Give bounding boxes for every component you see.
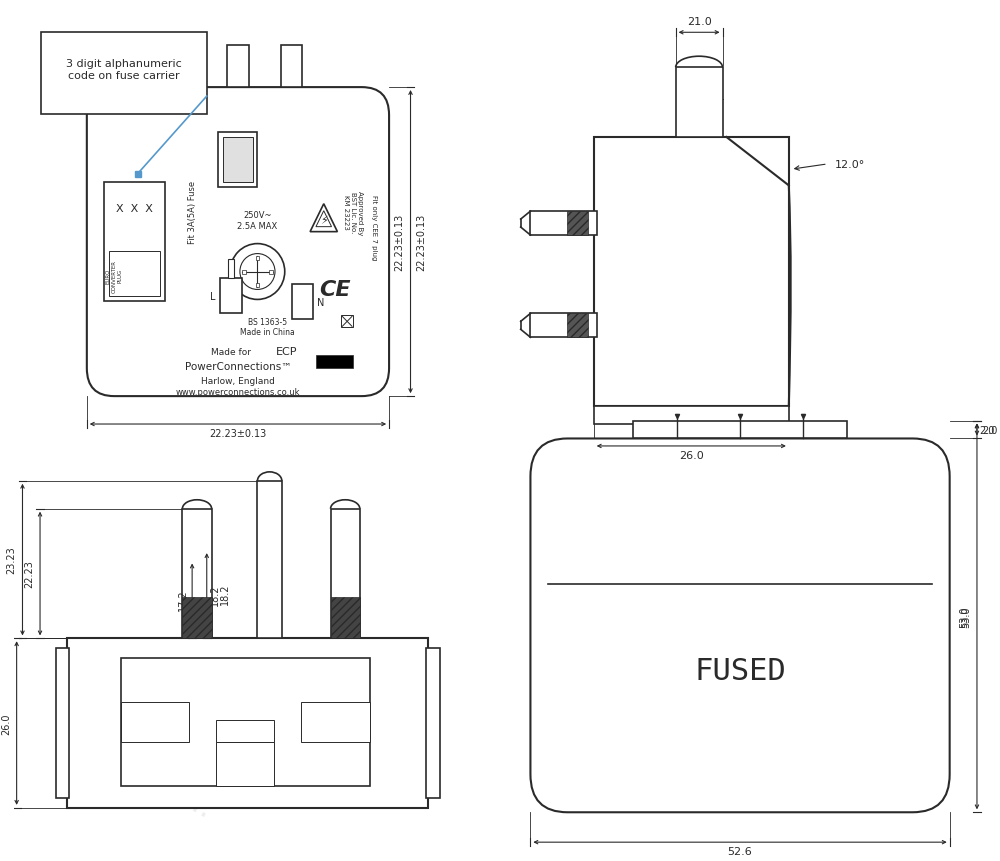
Text: 250V~
2.5A MAX: 250V~ 2.5A MAX	[237, 211, 278, 231]
Bar	[216, 720, 274, 742]
Text: 22.23±0.13: 22.23±0.13	[416, 214, 426, 271]
Text: 3 digit alphanumeric
code on fuse carrier: 3 digit alphanumeric code on fuse carrie…	[66, 59, 182, 81]
Bar	[633, 421, 847, 439]
Bar	[227, 46, 249, 88]
Text: ⚡: ⚡	[320, 215, 328, 226]
Bar	[594, 406, 789, 424]
Bar	[228, 259, 234, 279]
Bar	[567, 314, 588, 338]
Bar	[269, 270, 273, 274]
Text: 52.6: 52.6	[728, 846, 752, 856]
Text: BS 1363-5
Made in China: BS 1363-5 Made in China	[240, 317, 295, 337]
Bar	[567, 212, 588, 236]
Bar	[56, 648, 69, 798]
Text: 26.0: 26.0	[679, 450, 704, 461]
Bar	[256, 284, 259, 288]
Bar	[223, 138, 253, 183]
Bar	[121, 703, 189, 742]
Text: 22.23: 22.23	[24, 560, 34, 588]
Text: FUSED: FUSED	[694, 656, 786, 685]
Text: 21.0: 21.0	[687, 17, 711, 28]
Text: PowerConnections™: PowerConnections™	[185, 362, 291, 372]
Text: X  X  X: X X X	[116, 204, 153, 214]
Bar	[316, 356, 353, 369]
Text: 18.2: 18.2	[210, 584, 220, 605]
Text: www.powerconnections.co.uk: www.powerconnections.co.uk	[176, 387, 300, 396]
Bar	[292, 285, 313, 320]
Bar	[41, 34, 207, 115]
Bar	[109, 251, 160, 297]
Text: 2.0: 2.0	[982, 425, 997, 435]
Text: N: N	[317, 298, 325, 308]
Bar	[104, 183, 165, 302]
Bar	[341, 316, 353, 328]
Bar	[121, 659, 370, 786]
Text: 23.23: 23.23	[7, 546, 17, 573]
Bar	[256, 257, 259, 260]
Text: EURO
CONVERTER
PLUG: EURO CONVERTER PLUG	[106, 259, 122, 292]
Text: CE: CE	[320, 280, 351, 300]
Bar	[530, 212, 597, 236]
Text: Approved By
BST Lic. No.
KM 23223: Approved By BST Lic. No. KM 23223	[343, 190, 363, 234]
Bar	[281, 46, 302, 88]
Bar	[257, 481, 282, 639]
FancyBboxPatch shape	[87, 88, 389, 397]
Text: Made for: Made for	[211, 347, 251, 356]
Bar	[594, 138, 789, 406]
Text: Unce...: Unce...	[112, 746, 218, 824]
Bar	[220, 279, 242, 314]
Bar	[182, 598, 212, 639]
Text: 26.0: 26.0	[1, 712, 11, 734]
Text: 22.23±0.13: 22.23±0.13	[209, 429, 267, 438]
Text: 53.0: 53.0	[959, 606, 969, 628]
Text: ECP: ECP	[276, 347, 297, 356]
Text: 17.2: 17.2	[178, 589, 188, 610]
FancyBboxPatch shape	[530, 439, 950, 812]
Text: Fit only CEE 7 plug: Fit only CEE 7 plug	[371, 195, 377, 260]
Bar	[426, 648, 440, 798]
Bar	[216, 742, 274, 786]
Text: L: L	[210, 292, 215, 302]
Bar	[67, 639, 428, 808]
Bar	[331, 509, 360, 639]
Bar	[174, 46, 195, 88]
Text: Harlow, England: Harlow, England	[201, 376, 275, 385]
Bar	[182, 509, 212, 639]
Text: 2.0: 2.0	[979, 425, 995, 435]
Bar	[218, 133, 257, 188]
Text: 18.2: 18.2	[220, 583, 230, 604]
Bar	[676, 68, 723, 138]
Text: 53.0: 53.0	[961, 606, 971, 628]
Text: 12.0°: 12.0°	[835, 159, 865, 170]
Bar	[530, 314, 597, 338]
Text: 22.23±0.13: 22.23±0.13	[395, 214, 405, 271]
Text: Fit 3A(5A) Fuse: Fit 3A(5A) Fuse	[188, 181, 197, 244]
Bar	[331, 598, 360, 639]
Bar	[242, 270, 246, 274]
Bar	[301, 703, 370, 742]
